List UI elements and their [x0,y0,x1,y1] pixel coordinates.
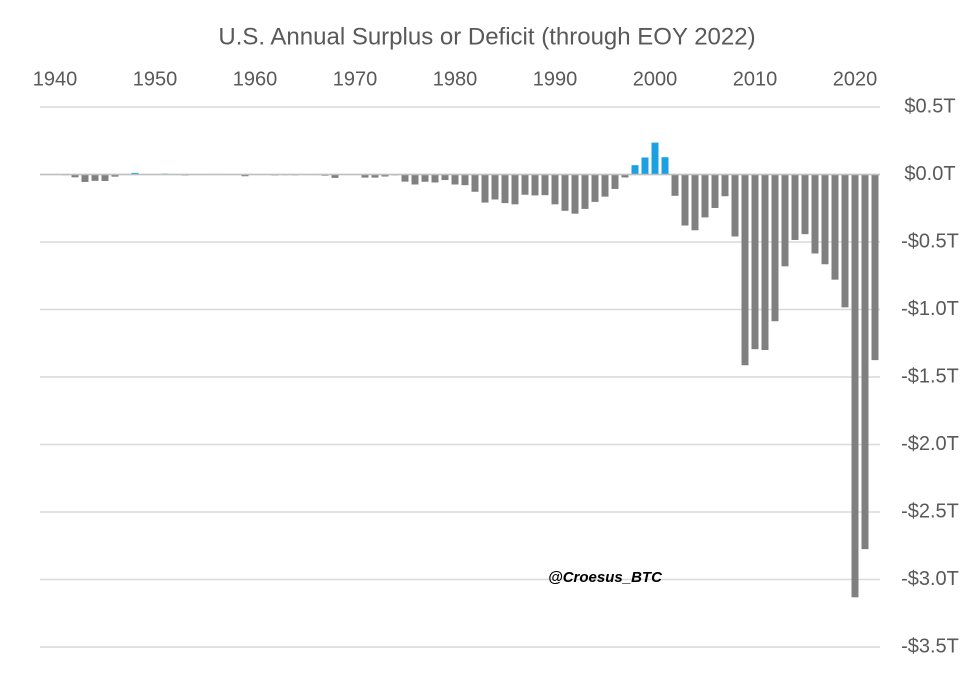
bar [91,174,99,181]
chart-title: U.S. Annual Surplus or Deficit (through … [218,23,755,50]
bar [711,174,719,208]
x-tick-label: 1970 [333,68,378,90]
bar [331,174,339,178]
bar [111,174,119,177]
bar [361,174,369,178]
annotation: @Croesus_BTC [548,569,663,586]
bar [721,174,729,197]
bar [131,172,139,175]
bar [661,157,669,175]
bar [431,174,439,183]
y-tick-label: $0.0T [904,163,955,185]
bar [381,174,389,177]
bar [791,174,799,240]
bar [581,174,589,209]
bar [601,174,609,197]
x-tick-label: 1980 [433,68,478,90]
y-tick-label: -$3.5T [901,635,959,657]
bar [801,174,809,235]
bar [521,174,529,195]
bar [561,174,569,211]
bar [241,174,249,177]
y-tick-label: -$1.5T [901,365,959,387]
x-tick-label: 1950 [133,68,178,90]
bar [591,174,599,202]
bar [621,174,629,178]
bar [811,174,819,254]
bar [491,174,499,200]
x-tick-label: 2010 [733,68,778,90]
bar [611,174,619,189]
bar [421,174,429,182]
bar [841,174,849,308]
bar [631,165,639,175]
bar [641,157,649,175]
y-tick-label: -$2.0T [901,433,959,455]
y-tick-label: -$1.0T [901,298,959,320]
x-tick-label: 1960 [233,68,278,90]
bar [441,174,449,181]
bar [101,174,109,181]
bar [831,174,839,280]
bar [871,174,879,361]
y-tick-label: $0.5T [904,95,955,117]
x-tick-label: 1990 [533,68,578,90]
bar [861,174,869,550]
bar [851,174,859,598]
bar [671,174,679,196]
x-tick-label: 2020 [833,68,878,90]
bar [741,174,749,366]
bar [81,174,89,182]
bar [691,174,699,231]
bar [571,174,579,214]
bar [461,174,469,186]
bar [541,174,549,196]
y-tick-label: -$3.0T [901,568,959,590]
bar [821,174,829,265]
bar [501,174,509,204]
bar [371,174,379,178]
bar [451,174,459,185]
y-tick-label: -$2.5T [901,500,959,522]
bar [71,174,79,178]
bar [771,174,779,322]
bar [531,174,539,196]
x-tick-label: 1940 [33,68,78,90]
bar [481,174,489,203]
y-tick-label: -$0.5T [901,230,959,252]
bar [781,174,789,267]
bar [401,174,409,182]
bar [471,174,479,192]
bar [511,174,519,205]
bar [681,174,689,226]
bar [751,174,759,350]
bar [411,174,419,185]
x-tick-label: 2000 [633,68,678,90]
bar [731,174,739,237]
bar [761,174,769,350]
bar [701,174,709,218]
bar [551,174,559,205]
bar [651,142,659,175]
